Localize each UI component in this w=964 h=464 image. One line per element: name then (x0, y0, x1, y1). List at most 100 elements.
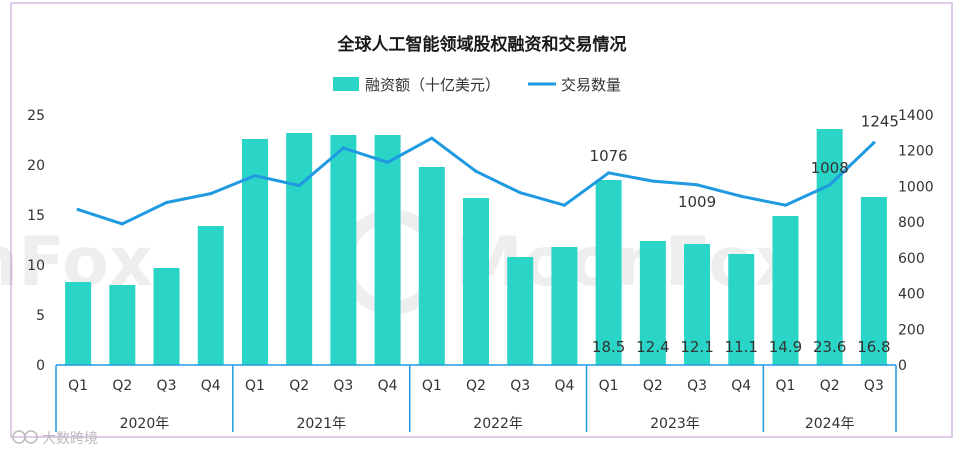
line-point (474, 169, 478, 173)
bar-value-label: 11.1 (725, 338, 758, 356)
y-left-tick-label: 15 (27, 208, 45, 224)
data-labels: 18.5 12.4 12.1 11.1 14.9 23.6 16.8 1076 1009 1008… (590, 113, 899, 356)
x-tick-label: Q1 (422, 378, 442, 394)
line-point (828, 183, 832, 187)
y-right-tick-label: 600 (898, 251, 925, 267)
line-series (76, 136, 876, 226)
x-tick-label: Q1 (245, 378, 265, 394)
bar-value-label: 23.6 (813, 338, 846, 356)
x-group-label: 2024年 (805, 416, 855, 432)
legend-label-line: 交易数量 (561, 76, 621, 94)
legend-swatch-bar (333, 77, 359, 91)
line-value-label: 1245 (861, 113, 899, 131)
x-tick-label: Q2 (466, 378, 486, 394)
bar (639, 241, 666, 365)
line-value-label: 1076 (590, 147, 628, 165)
line-point (209, 191, 213, 196)
bar-value-label: 12.1 (680, 338, 713, 356)
line-point (430, 136, 434, 140)
bar (772, 216, 799, 365)
x-tick-label: Q2 (643, 378, 663, 394)
line-point (562, 203, 567, 207)
x-axis: Q1 Q2 Q3 Q4 Q1 Q2 Q3 Q4 Q1 Q2 Q3 Q4 Q1 Q2 Q3 Q4 Q1 Q2 Q3 20… (55, 364, 897, 432)
bar-value-label: 14.9 (769, 338, 802, 356)
line-value-label: 1009 (678, 193, 716, 211)
bar (507, 257, 534, 365)
x-tick-label: Q4 (731, 378, 751, 394)
x-tick-label: Q1 (599, 378, 619, 394)
bar (286, 133, 313, 365)
line-point (783, 203, 788, 207)
x-group-label: 2021年 (296, 416, 346, 432)
line-point (872, 141, 876, 145)
chart-title: 全球人工智能领域股权融资和交易情况 (337, 34, 627, 55)
x-group-label: 2023年 (650, 416, 700, 432)
line-point (651, 179, 655, 183)
x-tick-label: Q4 (378, 378, 398, 394)
line-point (607, 171, 611, 175)
bar (463, 198, 489, 365)
source-logo: 大数跨境 (12, 430, 98, 447)
y-right-tick-label: 1000 (898, 179, 934, 195)
x-tick-label: Q4 (554, 378, 574, 394)
bar (684, 244, 711, 365)
bar-value-label: 12.4 (636, 338, 669, 356)
line-point (164, 200, 169, 205)
y-left-tick-label: 20 (27, 158, 45, 174)
x-tick-label: Q3 (864, 378, 884, 394)
bar-value-label: 16.8 (857, 338, 890, 356)
x-tick-label: Q3 (510, 378, 530, 394)
line-point (739, 194, 743, 198)
bar-value-label: 18.5 (592, 338, 625, 356)
bar (374, 135, 401, 365)
x-tick-label: Q2 (112, 378, 132, 394)
y-right-tick-label: 1200 (898, 144, 934, 160)
bar (816, 129, 843, 365)
y-right-tick-label: 1400 (898, 108, 934, 124)
line-point (695, 183, 699, 187)
bar (109, 285, 136, 365)
x-tick-label: Q2 (289, 378, 309, 394)
bar (197, 226, 224, 365)
legend: 融资额（十亿美元） 交易数量 (333, 76, 621, 94)
y-right-tick-label: 200 (898, 322, 925, 338)
y-right-tick-label: 0 (898, 358, 907, 374)
x-tick-label: Q3 (333, 378, 353, 394)
bar (595, 180, 622, 365)
x-tick-label: Q3 (157, 378, 177, 394)
x-tick-label: Q4 (201, 378, 221, 394)
y-left-tick-label: 5 (36, 308, 45, 324)
y-left-tick-label: 10 (27, 258, 45, 274)
x-tick-label: Q1 (68, 378, 88, 394)
line-point (76, 208, 80, 212)
x-group-label: 2020年 (120, 416, 170, 432)
line-point (297, 183, 301, 188)
y-right-tick-label: 800 (898, 215, 925, 231)
x-group-label: 2022年 (473, 416, 523, 432)
bar (153, 268, 180, 365)
line-point (518, 191, 522, 195)
line-point (253, 174, 257, 178)
line-point (120, 222, 124, 226)
x-tick-label: Q1 (776, 378, 796, 394)
bar (418, 167, 445, 365)
line-point (385, 160, 390, 164)
axes: 0 5 10 15 20 25 0 200 400 600 800 1000 1200 1400 (27, 108, 933, 374)
bar (330, 135, 357, 365)
y-left-tick-label: 25 (27, 108, 45, 124)
x-tick-label: Q2 (820, 378, 840, 394)
line-value-label: 1008 (811, 159, 849, 177)
line-point (341, 146, 345, 150)
x-tick-label: Q3 (687, 378, 707, 394)
legend-label-bar: 融资额（十亿美元） (365, 76, 500, 94)
source-logo-text: 大数跨境 (42, 431, 98, 447)
bar (860, 197, 887, 365)
source-logo-icon-2 (24, 430, 38, 444)
bar (551, 247, 578, 365)
y-left-tick-label: 0 (36, 358, 45, 374)
bars (65, 129, 887, 365)
bar (728, 254, 755, 365)
bar (65, 282, 92, 365)
